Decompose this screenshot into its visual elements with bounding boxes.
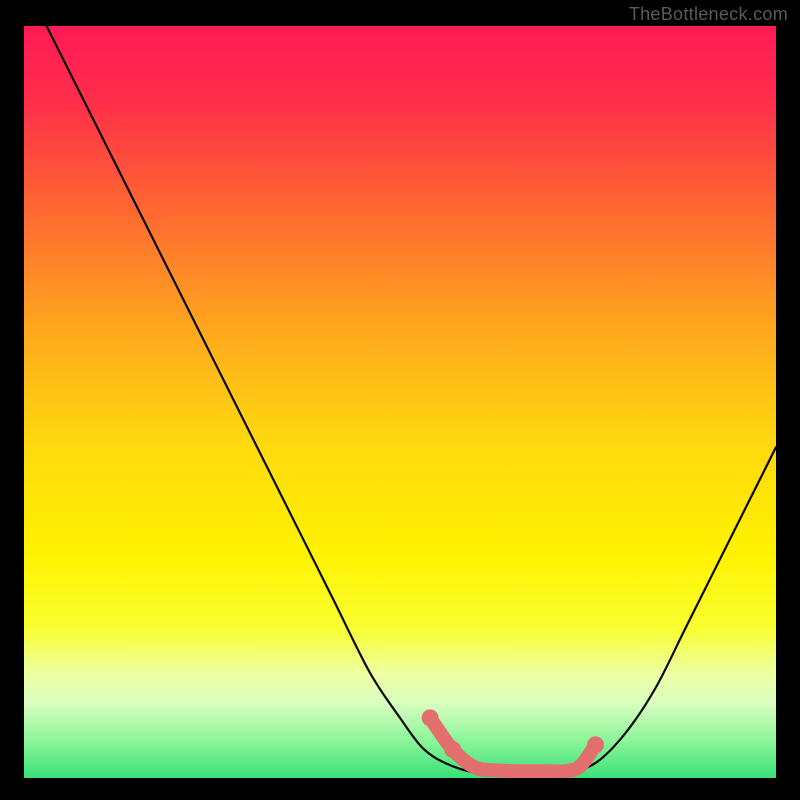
highlight-marker bbox=[444, 741, 461, 758]
watermark-text: TheBottleneck.com bbox=[629, 4, 788, 25]
highlight-marker bbox=[587, 736, 604, 753]
highlight-marker bbox=[422, 709, 439, 726]
chart-frame: TheBottleneck.com bbox=[0, 0, 800, 800]
bottleneck-plot bbox=[24, 26, 776, 778]
plot-svg bbox=[24, 26, 776, 778]
plot-background bbox=[24, 26, 776, 778]
